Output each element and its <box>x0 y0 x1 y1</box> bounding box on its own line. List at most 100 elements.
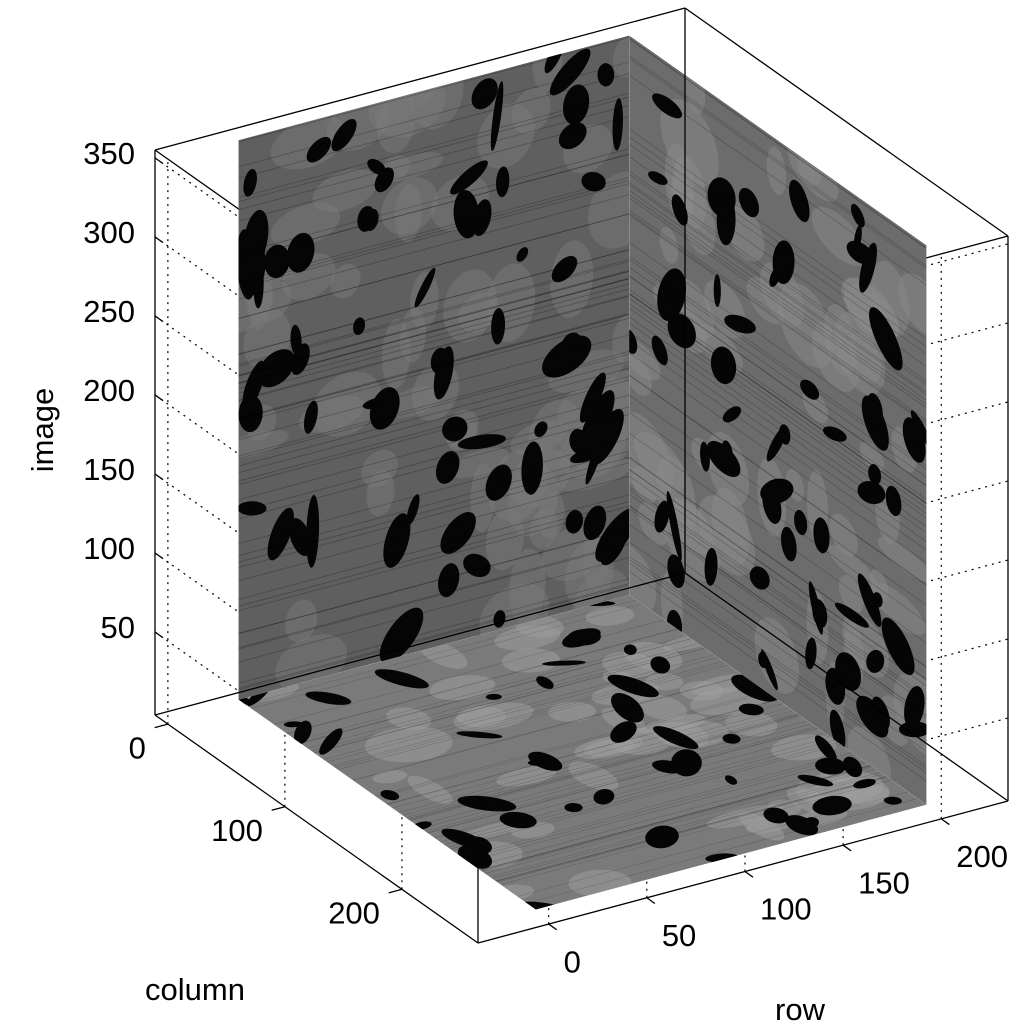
scan-line <box>238 462 630 568</box>
z-tick-label: 200 <box>83 373 135 408</box>
scan-line <box>629 432 927 644</box>
pore <box>866 649 885 673</box>
texture-patch <box>629 336 661 381</box>
scan-line <box>629 189 927 401</box>
scan-line <box>629 156 927 368</box>
x-tick-label: 50 <box>662 918 696 953</box>
scan-line <box>238 277 630 384</box>
scan-line <box>629 322 927 534</box>
scan-line <box>484 768 876 874</box>
texture-patch <box>585 606 635 626</box>
scan-line <box>496 777 889 883</box>
pore <box>364 208 379 231</box>
pore <box>857 573 882 627</box>
texture-patch <box>501 648 560 673</box>
pore <box>731 674 779 702</box>
scan-line <box>238 450 630 557</box>
pore <box>721 440 733 463</box>
slice-plane <box>629 35 927 805</box>
scan-line <box>238 360 630 467</box>
pore <box>457 434 506 450</box>
pore <box>871 696 890 731</box>
slice-content <box>238 594 927 910</box>
pore <box>306 136 332 163</box>
scan-line <box>326 657 718 763</box>
scan-line <box>426 727 818 833</box>
pore <box>722 733 741 744</box>
texture-patch <box>364 726 453 763</box>
pore <box>456 731 503 739</box>
y-tick-label: 200 <box>328 895 380 930</box>
texture-patch <box>383 385 444 419</box>
pore <box>485 464 512 501</box>
scan-line <box>386 699 778 805</box>
pore <box>785 815 819 836</box>
pore <box>367 158 386 175</box>
y-axis-label: column <box>145 972 245 1007</box>
pore <box>779 424 791 445</box>
scan-line <box>439 737 831 843</box>
scan-line <box>495 776 888 882</box>
scan-line <box>629 35 927 246</box>
scan-line <box>238 61 630 168</box>
scan-line <box>480 765 872 871</box>
pore <box>551 255 578 283</box>
y-tick-label: 0 <box>129 730 146 765</box>
scan-line <box>238 312 630 419</box>
scan-line <box>405 712 797 818</box>
scan-line <box>629 555 927 767</box>
slice-content <box>238 35 630 700</box>
scan-line <box>238 115 630 222</box>
pore <box>305 691 352 705</box>
pore <box>438 563 460 598</box>
scan-line <box>629 508 927 719</box>
pore <box>861 395 889 451</box>
scan-line <box>629 266 927 478</box>
scan-line <box>629 394 927 606</box>
texture-patch <box>811 321 859 393</box>
scan-line <box>392 703 784 809</box>
scan-line <box>474 761 866 867</box>
pore <box>491 307 506 345</box>
scan-line <box>408 715 800 821</box>
scan-line <box>629 558 927 770</box>
scan-line <box>467 756 859 862</box>
scan-line <box>238 375 630 482</box>
texture-patch <box>838 574 864 614</box>
scan-line <box>238 278 630 384</box>
scan-line <box>238 148 630 254</box>
scan-line <box>238 367 630 474</box>
pore <box>704 547 718 586</box>
tick-mark <box>271 806 286 811</box>
scan-line <box>238 259 630 365</box>
pore <box>450 160 488 195</box>
z-tick-label: 300 <box>83 215 135 250</box>
texture-patch <box>538 491 565 540</box>
scan-line <box>479 765 871 871</box>
texture-patch <box>724 711 778 737</box>
pore <box>379 607 424 664</box>
scan-line <box>238 413 630 520</box>
scan-line <box>238 334 630 441</box>
texture-patch <box>511 87 551 135</box>
texture-patch <box>754 617 799 694</box>
pore <box>789 179 810 223</box>
scan-line <box>238 557 630 663</box>
scan-line <box>334 662 726 768</box>
pore <box>286 232 315 273</box>
scan-line <box>629 143 927 355</box>
scan-line <box>238 180 630 286</box>
z-tick-label: 50 <box>101 610 135 645</box>
scan-line <box>629 307 927 519</box>
scan-line <box>286 628 678 734</box>
tick-mark <box>154 157 164 165</box>
pore <box>331 118 357 152</box>
pore <box>666 490 682 561</box>
pore <box>485 693 502 700</box>
scan-line <box>238 528 630 634</box>
texture-patch <box>659 226 679 264</box>
scan-line <box>500 779 892 885</box>
pore <box>435 451 460 484</box>
scan-line <box>629 505 927 716</box>
scan-line <box>238 457 630 563</box>
